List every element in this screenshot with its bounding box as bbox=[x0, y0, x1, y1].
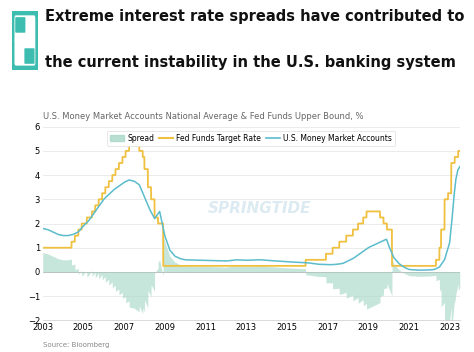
Text: SPRINGTIDE: SPRINGTIDE bbox=[208, 201, 311, 215]
Text: Source: Bloomberg: Source: Bloomberg bbox=[43, 342, 109, 348]
Text: U.S. Money Market Accounts National Average & Fed Funds Upper Bound, %: U.S. Money Market Accounts National Aver… bbox=[43, 112, 363, 121]
FancyBboxPatch shape bbox=[24, 48, 35, 64]
Legend: Spread, Fed Funds Target Rate, U.S. Money Market Accounts: Spread, Fed Funds Target Rate, U.S. Mone… bbox=[107, 131, 395, 146]
Text: the current instability in the U.S. banking system: the current instability in the U.S. bank… bbox=[45, 55, 456, 70]
FancyBboxPatch shape bbox=[15, 17, 26, 33]
FancyBboxPatch shape bbox=[14, 15, 35, 42]
Text: Extreme interest rate spreads have contributed to: Extreme interest rate spreads have contr… bbox=[45, 9, 465, 24]
FancyBboxPatch shape bbox=[14, 39, 35, 65]
